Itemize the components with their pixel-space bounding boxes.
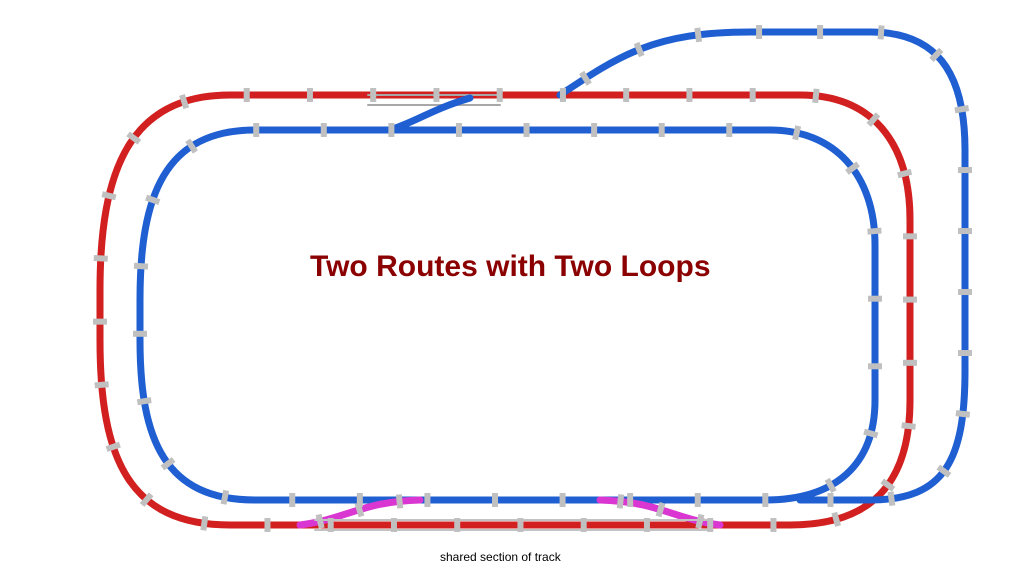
track-tie xyxy=(581,518,587,532)
track-tie xyxy=(454,518,460,532)
track-tie xyxy=(200,516,208,531)
track-tie xyxy=(591,123,597,137)
track-tie xyxy=(94,255,108,262)
track-inner-blue-loop xyxy=(140,130,875,500)
track-tie xyxy=(958,167,972,173)
track-tie xyxy=(644,518,650,532)
track-tie xyxy=(93,319,107,325)
track-tie xyxy=(388,123,394,137)
track-tie xyxy=(623,88,629,102)
track-tie xyxy=(524,123,530,137)
track-tie xyxy=(956,410,971,418)
track-tie xyxy=(868,296,882,302)
track-tie xyxy=(762,493,768,507)
track-tie xyxy=(370,88,376,102)
track-tie xyxy=(812,89,819,104)
shared-section-caption: shared section of track xyxy=(440,550,561,564)
track-tie xyxy=(903,360,917,366)
track-tie xyxy=(878,25,885,39)
track-tie xyxy=(903,233,917,239)
track-tie xyxy=(954,105,969,113)
track-tie xyxy=(94,381,108,388)
track-tie xyxy=(686,88,692,102)
track-tie xyxy=(321,123,327,137)
track-tie xyxy=(289,493,295,507)
track-tie xyxy=(456,123,462,137)
track-tie xyxy=(391,518,397,532)
track-tie xyxy=(307,88,313,102)
track-tie xyxy=(134,263,148,270)
track-tie xyxy=(817,25,823,39)
track-tie xyxy=(868,363,882,369)
track-tie xyxy=(396,494,403,509)
track-tie xyxy=(627,493,633,507)
track-tie xyxy=(221,490,230,505)
track-tie xyxy=(707,518,713,532)
track-tie xyxy=(497,88,503,102)
track-tie xyxy=(244,88,250,102)
track-tie xyxy=(492,493,498,507)
track-tie xyxy=(560,88,566,102)
track-tie xyxy=(726,123,732,137)
track-tie xyxy=(517,518,523,532)
track-tie xyxy=(903,297,917,303)
track-tie xyxy=(901,422,916,430)
track-tie xyxy=(328,518,334,532)
track-diagram xyxy=(0,0,1024,576)
track-tie xyxy=(433,88,439,102)
track-tie xyxy=(958,289,972,295)
track-tie xyxy=(560,493,566,507)
track-tie xyxy=(756,25,762,39)
track-tie xyxy=(695,493,701,507)
track-tie xyxy=(137,397,152,405)
track-tie xyxy=(770,518,776,532)
track-tie xyxy=(264,518,270,532)
track-tie xyxy=(827,493,833,507)
track-tie xyxy=(867,228,881,235)
track-tie xyxy=(958,228,972,234)
track-tie xyxy=(750,88,756,102)
diagram-title: Two Routes with Two Loops xyxy=(310,250,711,284)
track-tie xyxy=(694,28,702,43)
track-outer-red-loop xyxy=(100,95,910,525)
track-tie xyxy=(659,123,665,137)
track-tie xyxy=(424,493,430,507)
track-tie xyxy=(617,494,624,509)
track-tie xyxy=(253,123,259,137)
track-tie xyxy=(133,331,147,337)
track-tie xyxy=(888,491,896,506)
track-tie xyxy=(958,350,972,356)
